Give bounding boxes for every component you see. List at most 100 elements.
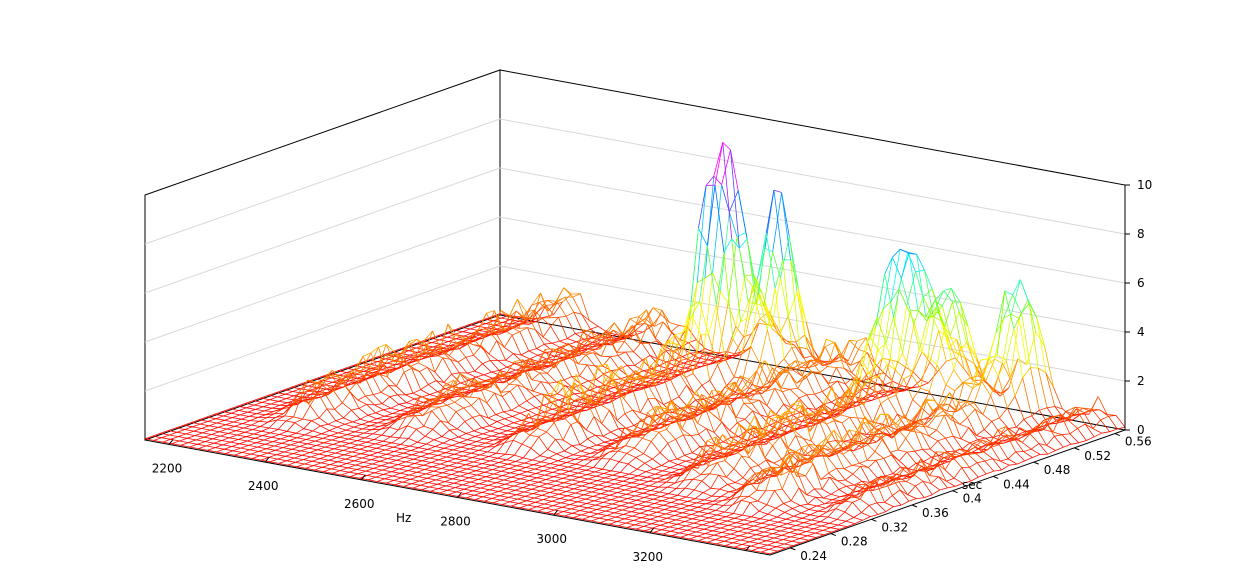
mesh-line: [796, 335, 805, 342]
mesh-line: [263, 407, 272, 409]
mesh-line: [557, 302, 566, 316]
mesh-line: [610, 356, 618, 357]
mesh-line: [469, 442, 477, 445]
mesh-line: [854, 513, 862, 518]
mesh-line: [256, 407, 264, 410]
mesh-line: [550, 461, 558, 464]
mesh-line: [413, 393, 422, 397]
mesh-line: [279, 401, 288, 402]
mesh-line: [1069, 421, 1078, 429]
mesh-line: [272, 405, 280, 408]
mesh-line: [938, 441, 947, 452]
mesh-line: [499, 367, 507, 370]
mesh-line: [399, 404, 408, 408]
mesh-line: [538, 428, 547, 432]
mesh-line: [557, 451, 565, 454]
mesh-line: [950, 312, 959, 336]
mesh-line: [806, 375, 815, 394]
mesh-line: [883, 439, 892, 455]
mesh-line: [915, 481, 923, 486]
mesh-line: [647, 474, 655, 477]
mesh-line: [845, 512, 854, 518]
mesh-line: [627, 453, 636, 457]
mesh-line: [510, 391, 519, 405]
mesh-line: [555, 439, 564, 451]
mesh-line: [463, 397, 472, 406]
mesh-line: [425, 429, 433, 436]
mesh-line: [564, 377, 572, 380]
mesh-line: [641, 482, 649, 485]
mesh-line: [767, 406, 776, 415]
mesh-line: [519, 406, 528, 411]
mesh-line: [704, 273, 713, 352]
mesh-line: [606, 390, 615, 393]
mesh-line: [611, 462, 619, 471]
mesh-line: [976, 430, 984, 436]
mesh-line: [667, 487, 676, 488]
mesh-line: [378, 423, 387, 424]
mesh-line: [247, 405, 255, 408]
mesh-line: [685, 479, 693, 488]
mesh-line: [800, 504, 808, 505]
mesh-line: [931, 484, 940, 490]
mesh-line: [1093, 429, 1102, 434]
mesh-line: [475, 437, 484, 439]
mesh-line: [1031, 449, 1040, 454]
mesh-line: [931, 477, 939, 484]
mesh-line: [901, 278, 910, 310]
mesh-line: [560, 470, 569, 472]
mesh-line: [489, 426, 498, 429]
mesh-line: [836, 468, 845, 480]
mesh-line: [439, 405, 447, 407]
mesh-line: [885, 502, 894, 506]
mesh-line: [659, 482, 667, 487]
mesh-line: [1024, 449, 1032, 451]
mesh-line: [620, 464, 628, 473]
mesh-line: [641, 484, 650, 485]
mesh-line: [671, 325, 679, 332]
mesh-line: [530, 355, 538, 359]
mesh-line: [775, 288, 784, 359]
mesh-line: [651, 441, 660, 452]
mesh-line: [1102, 432, 1110, 434]
mesh-line: [391, 430, 399, 437]
mesh-line: [564, 451, 573, 455]
mesh-line: [373, 392, 381, 394]
mesh-line: [390, 395, 398, 397]
mesh-line: [876, 460, 885, 476]
mesh-line: [631, 478, 640, 480]
mesh-line: [521, 355, 530, 359]
mesh-line: [782, 489, 791, 501]
z-gridline: [145, 168, 1125, 293]
mesh-line: [953, 457, 962, 467]
mesh-line: [717, 461, 725, 463]
mesh-line: [727, 326, 736, 351]
mesh-line: [502, 397, 511, 411]
mesh-line: [631, 476, 639, 479]
mesh-line: [835, 343, 844, 369]
mesh-line: [1011, 314, 1019, 318]
mesh-line: [610, 459, 619, 462]
mesh-line: [448, 412, 456, 423]
mesh-line: [915, 486, 924, 498]
mesh-line: [718, 365, 727, 386]
mesh-line: [728, 483, 736, 485]
mesh-line: [773, 446, 782, 460]
mesh-line: [572, 446, 581, 452]
mesh-line: [389, 427, 398, 430]
mesh-line: [612, 437, 620, 440]
mesh-line: [387, 377, 396, 386]
mesh-line: [358, 400, 367, 404]
mesh-line: [443, 443, 452, 445]
mesh-line: [640, 399, 648, 413]
mesh-line: [506, 454, 515, 455]
mesh-line: [531, 448, 540, 456]
mesh-line: [598, 366, 606, 380]
mesh-line: [703, 493, 712, 497]
mesh-line: [652, 459, 661, 466]
mesh-line: [719, 303, 728, 353]
mesh-line: [1056, 447, 1064, 450]
mesh-line: [519, 401, 527, 406]
mesh-line: [512, 335, 521, 355]
mesh-line: [285, 392, 293, 395]
